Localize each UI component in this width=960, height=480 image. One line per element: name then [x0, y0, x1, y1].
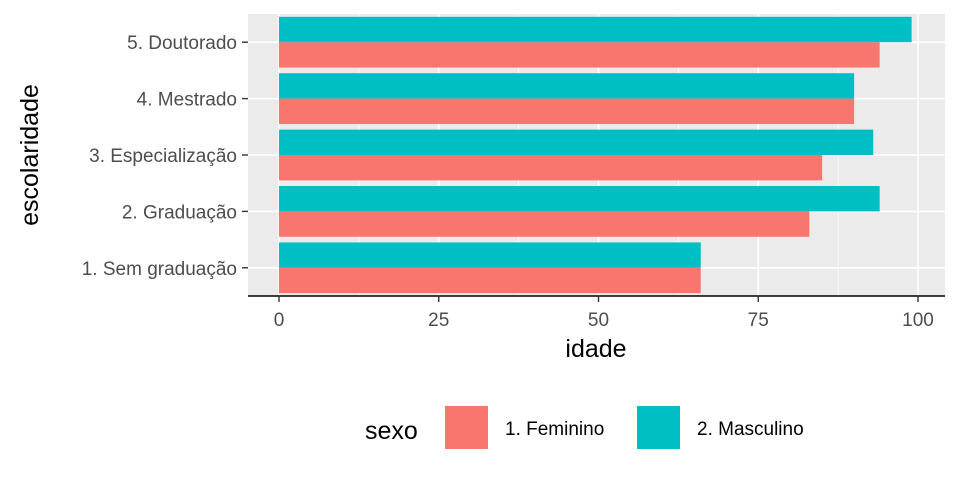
bar — [279, 186, 880, 212]
x-tick-label: 100 — [902, 310, 934, 331]
y-tick-label: 1. Sem graduação — [82, 259, 237, 280]
x-tick-label: 0 — [274, 310, 285, 331]
x-tick-label: 50 — [588, 310, 609, 331]
bar — [279, 98, 855, 124]
y-tick-label: 2. Graduação — [122, 202, 237, 223]
x-ticks: 0 25 50 75 100 — [274, 296, 934, 331]
legend-swatch-feminino — [445, 406, 488, 449]
bar — [279, 73, 855, 99]
legend-label-feminino: 1. Feminino — [505, 419, 604, 440]
y-tick-label: 5. Doutorado — [127, 33, 237, 54]
bar — [279, 16, 912, 43]
y-axis-title: escolaridade — [16, 84, 44, 226]
y-ticks: 1. Sem graduação 2. Graduação 3. Especiali… — [82, 33, 248, 280]
bar — [279, 242, 701, 268]
legend-label-masculino: 2. Masculino — [697, 419, 804, 440]
legend-title: sexo — [365, 417, 418, 445]
x-axis-title: idade — [565, 335, 626, 363]
bar — [279, 155, 823, 181]
bars — [279, 16, 912, 294]
x-tick-label: 25 — [428, 310, 449, 331]
x-tick-label: 75 — [748, 310, 769, 331]
legend: sexo 1. Feminino 2. Masculino — [365, 406, 804, 449]
y-tick-label: 3. Especialização — [89, 146, 237, 167]
y-tick-label: 4. Mestrado — [137, 90, 237, 111]
bar — [279, 42, 880, 68]
bar — [279, 129, 874, 155]
legend-swatch-masculino — [637, 406, 680, 449]
bar — [279, 267, 701, 294]
bar — [279, 211, 810, 237]
